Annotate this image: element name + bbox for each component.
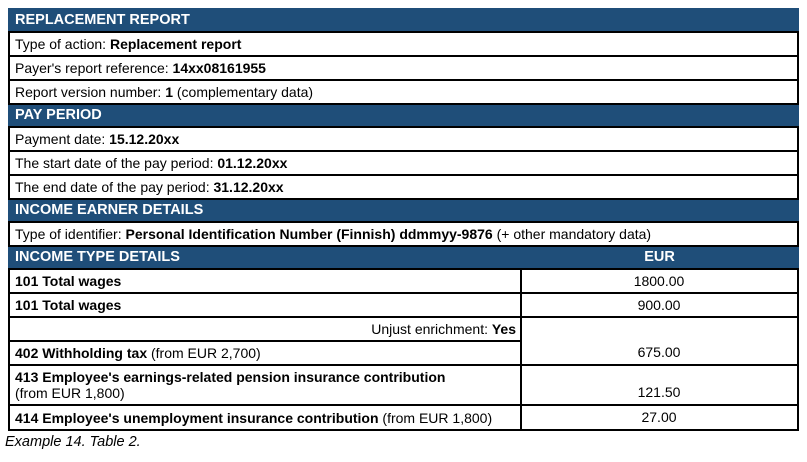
field-row-type-of-identifier: Type of identifier: Personal Identificat…	[7, 221, 800, 247]
table-caption: Example 14. Table 2.	[5, 434, 141, 450]
income-type-suffix: (from EUR 1,800)	[15, 385, 125, 401]
income-type-code-name: 414 Employee's unemployment insurance co…	[15, 409, 379, 426]
income-type-header-row: INCOME TYPE DETAILS EUR	[8, 245, 800, 270]
section-header-row: PAY PERIOD	[7, 103, 800, 128]
income-type-label: 402 Withholding tax (from EUR 2,700)	[8, 340, 522, 366]
section-header-row: INCOME EARNER DETAILS	[7, 198, 800, 223]
eur-amount: 900.00	[519, 292, 800, 318]
field-payers-report-reference: Payer's report reference: 14xx08161955	[7, 55, 800, 81]
section-header-income-earner-details: INCOME EARNER DETAILS	[7, 198, 800, 223]
field-row-payers-report-reference: Payer's report reference: 14xx08161955	[7, 55, 800, 81]
field-row-pay-period-start: The start date of the pay period: 01.12.…	[7, 150, 800, 176]
field-report-version-number: Report version number: 1 (complementary …	[7, 79, 800, 105]
field-row-pay-period-end: The end date of the pay period: 31.12.20…	[7, 174, 800, 200]
field-value: 1	[165, 84, 173, 100]
payroll-report-table: REPLACEMENT REPORT Type of action: Repla…	[7, 8, 800, 431]
unjust-enrichment-cell: Unjust enrichment: Yes	[8, 316, 522, 342]
income-type-code-name: 413 Employee's earnings-related pension …	[15, 369, 446, 385]
income-row-unjust-enrichment: Unjust enrichment: Yes 675.00	[8, 316, 800, 366]
section-header-row: REPLACEMENT REPORT	[7, 8, 800, 33]
field-label: Payment date:	[15, 131, 110, 147]
field-label: Type of action:	[15, 36, 110, 52]
income-type-suffix: (from EUR 2,700)	[147, 345, 261, 361]
field-pay-period-end: The end date of the pay period: 31.12.20…	[7, 174, 800, 200]
eur-amount: 27.00	[519, 404, 800, 431]
field-row-report-version-number: Report version number: 1 (complementary …	[7, 79, 800, 105]
income-type-code-name: 402 Withholding tax	[15, 345, 148, 361]
field-pay-period-start: The start date of the pay period: 01.12.…	[7, 150, 800, 176]
income-type-suffix: (from EUR 1,800)	[378, 409, 493, 426]
field-row-type-of-action: Type of action: Replacement report	[7, 31, 800, 57]
eur-amount-withholding-tax: 675.00	[519, 316, 800, 366]
field-value: 14xx08161955	[172, 60, 266, 76]
field-value: Personal Identification Number (Finnish)…	[125, 226, 493, 242]
field-value: 01.12.20xx	[217, 155, 288, 171]
field-label: The start date of the pay period:	[15, 155, 218, 171]
eur-amount: 121.50	[519, 364, 800, 406]
field-type-of-action: Type of action: Replacement report	[7, 31, 800, 57]
field-type-of-identifier: Type of identifier: Personal Identificat…	[7, 221, 800, 247]
income-type-label: 414 Employee's unemployment insurance co…	[8, 404, 522, 431]
field-label: Unjust enrichment:	[371, 321, 492, 337]
income-row-pension-contribution: 413 Employee's earnings-related pension …	[8, 364, 800, 406]
section-header-replacement-report: REPLACEMENT REPORT	[7, 8, 800, 33]
section-header-pay-period: PAY PERIOD	[7, 103, 800, 128]
field-value: 31.12.20xx	[213, 179, 284, 195]
income-type-code-name: 101 Total wages	[15, 297, 122, 313]
field-label: Report version number:	[15, 84, 166, 100]
income-row-total-wages-1: 101 Total wages 1800.00	[8, 268, 800, 294]
column-header-eur: EUR	[519, 245, 800, 270]
field-label: Payer's report reference:	[15, 60, 173, 76]
field-value: Replacement report	[109, 36, 242, 52]
field-label: Type of identifier:	[15, 226, 126, 242]
income-type-code-name: 101 Total wages	[15, 273, 122, 289]
field-label: The end date of the pay period:	[15, 179, 214, 195]
income-row-withholding-tax: 402 Withholding tax (from EUR 2,700)	[8, 340, 798, 366]
income-type-label: 413 Employee's earnings-related pension …	[8, 364, 522, 406]
field-suffix: (+ other mandatory data)	[492, 226, 652, 242]
income-type-label: 101 Total wages	[8, 268, 522, 294]
field-row-payment-date: Payment date: 15.12.20xx	[7, 126, 800, 152]
field-suffix: (complementary data)	[172, 84, 314, 100]
income-row-unemployment-contribution: 414 Employee's unemployment insurance co…	[8, 404, 800, 431]
field-value: Yes	[491, 321, 516, 337]
eur-amount: 1800.00	[519, 268, 800, 294]
field-value: 15.12.20xx	[109, 131, 180, 147]
field-payment-date: Payment date: 15.12.20xx	[7, 126, 800, 152]
income-row-total-wages-2: 101 Total wages 900.00	[8, 292, 800, 318]
income-type-label: 101 Total wages	[8, 292, 522, 318]
column-header-income-type-details: INCOME TYPE DETAILS	[8, 245, 522, 270]
